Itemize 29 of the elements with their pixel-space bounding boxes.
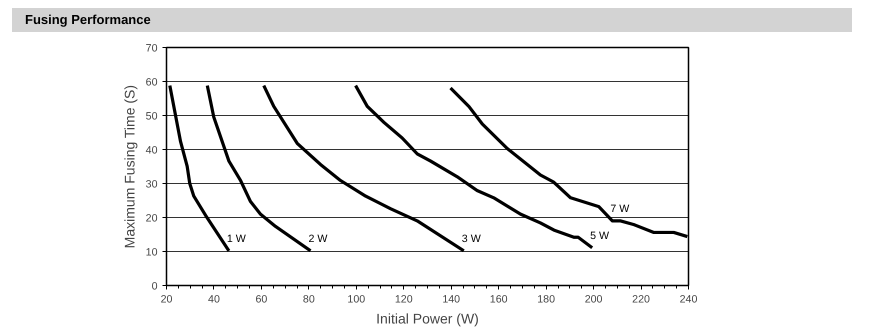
x-tick-label: 160 xyxy=(490,294,508,306)
x-axis-title: Initial Power (W) xyxy=(376,310,479,326)
y-tick-label: 30 xyxy=(146,178,158,190)
x-tick-label: 20 xyxy=(160,294,172,306)
y-tick-label: 70 xyxy=(146,42,158,54)
x-tick-label: 60 xyxy=(255,294,268,306)
series-label: 1 W xyxy=(226,232,247,245)
y-tick-label: 20 xyxy=(146,212,158,224)
x-tick-label: 80 xyxy=(302,294,315,306)
x-tick-label: 140 xyxy=(442,294,460,306)
x-tick-label: 200 xyxy=(584,294,603,306)
y-tick-label: 0 xyxy=(152,280,158,292)
line-series xyxy=(354,84,594,250)
y-tick-label: 10 xyxy=(146,246,158,258)
x-tick-label: 220 xyxy=(632,294,650,306)
series-label: 7 W xyxy=(610,202,630,215)
x-tick-label: 240 xyxy=(680,294,698,306)
x-tick-label: 120 xyxy=(394,294,413,306)
y-tick-label: 50 xyxy=(146,110,158,122)
x-tick-label: 40 xyxy=(208,294,220,306)
y-tick-label: 40 xyxy=(146,144,158,156)
series-label: 3 W xyxy=(462,232,482,245)
x-tick-label: 100 xyxy=(347,294,366,306)
series-label: 5 W xyxy=(590,230,610,242)
series-label: 2 W xyxy=(308,232,328,245)
y-tick-label: 60 xyxy=(146,76,158,88)
chart-title: Fusing Performance xyxy=(25,11,151,29)
x-tick-label: 180 xyxy=(537,294,556,306)
y-axis-title: Maximum Fusing Time (S) xyxy=(122,84,138,248)
